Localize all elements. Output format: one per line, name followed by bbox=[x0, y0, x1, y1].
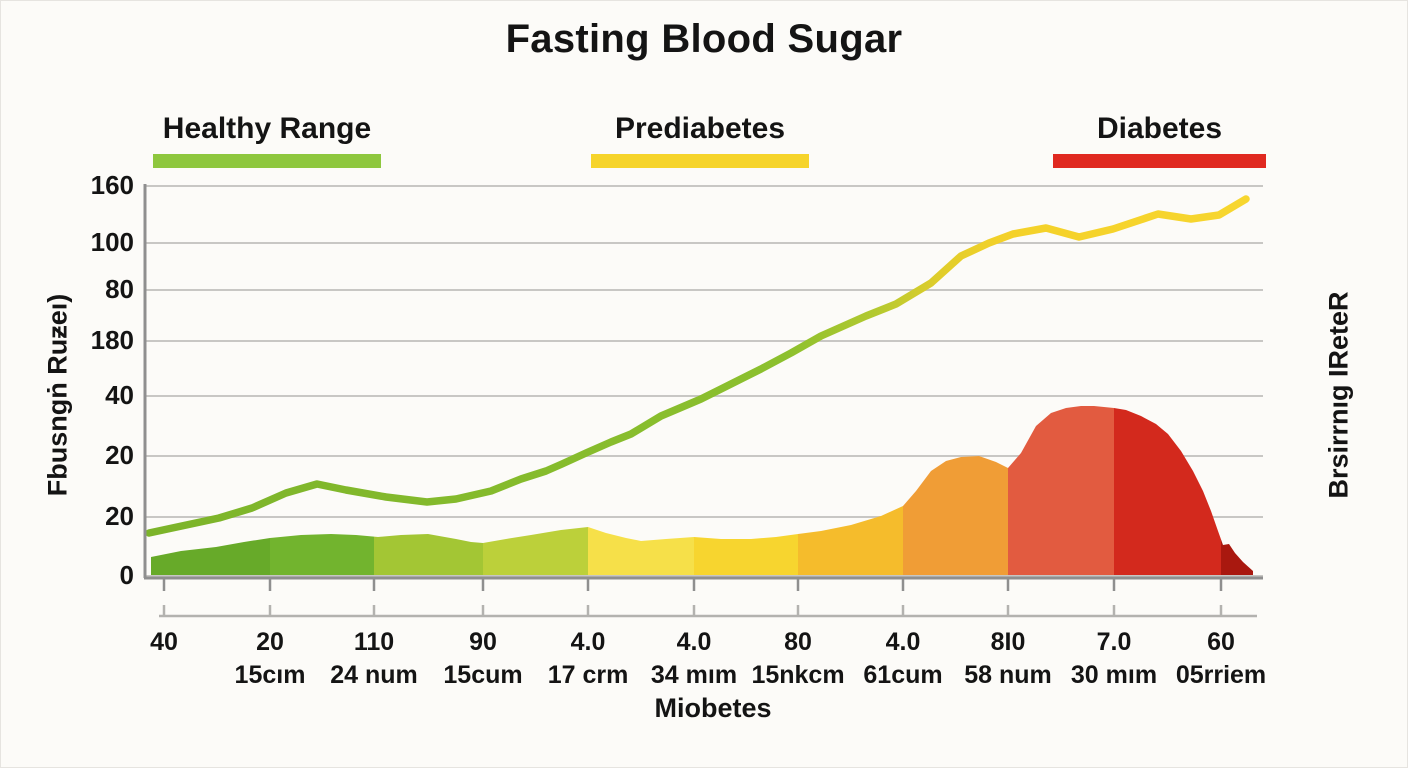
x-sub-tick-label: 30 mım bbox=[1070, 661, 1158, 689]
x-tick-label: 8I0 bbox=[990, 628, 1026, 656]
x-tick-label: 40 bbox=[150, 628, 178, 656]
area-segment bbox=[798, 506, 903, 575]
x-axis-title: Miobetes bbox=[654, 693, 772, 723]
area-segment bbox=[694, 534, 798, 575]
x-tick-label: 90 bbox=[469, 628, 497, 656]
area-segment bbox=[483, 527, 588, 575]
y-tick-label: 20 bbox=[105, 501, 134, 531]
x-sub-tick-label: 34 mım bbox=[650, 661, 738, 689]
x-sub-tick-label: 17 crm bbox=[547, 661, 629, 689]
y-tick-label: 160 bbox=[90, 170, 134, 200]
area-segment bbox=[588, 527, 694, 575]
x-tick-label: 60 bbox=[1207, 628, 1235, 656]
area-segment bbox=[151, 538, 270, 575]
x-sub-tick-label: 61cum bbox=[863, 661, 943, 689]
legend-swatch-prediabetes bbox=[591, 154, 809, 168]
x-tick-label: 4.0 bbox=[885, 628, 921, 656]
legend-swatch-healthy bbox=[153, 154, 381, 168]
legend-label-healthy: Healthy Range bbox=[162, 112, 372, 145]
area-segment bbox=[1008, 406, 1114, 575]
y-tick-label: 0 bbox=[119, 560, 134, 590]
x-tick-label: 7.0 bbox=[1096, 628, 1132, 656]
y-tick-label: 100 bbox=[90, 227, 134, 257]
area-segment bbox=[1221, 539, 1253, 575]
area-segment bbox=[374, 534, 483, 575]
x-sub-tick-label: 58 num bbox=[964, 661, 1052, 689]
area-segment bbox=[270, 534, 374, 575]
y-tick-label: 20 bbox=[105, 440, 134, 470]
x-sub-tick-label: 24 num bbox=[330, 661, 418, 689]
y-tick-label: 40 bbox=[105, 380, 134, 410]
x-tick-label: 4.0 bbox=[676, 628, 712, 656]
legend-label-diabetes: Diabetes bbox=[1096, 112, 1223, 145]
area-segment bbox=[1114, 408, 1221, 575]
x-sub-tick-label: 15cım bbox=[234, 661, 306, 689]
y-tick-label: 80 bbox=[105, 274, 134, 304]
chart-title: Fasting Blood Sugar bbox=[505, 17, 903, 61]
legend-swatch-diabetes bbox=[1053, 154, 1266, 168]
trend-line bbox=[145, 195, 1250, 537]
x-tick-label: 110 bbox=[353, 628, 395, 656]
x-tick-label: 80 bbox=[784, 628, 812, 656]
area-segment bbox=[903, 456, 1008, 575]
legend-label-prediabetes: Prediabetes bbox=[614, 112, 786, 145]
x-sub-tick-label: 05rriem bbox=[1175, 661, 1267, 689]
legend-item-prediabetes: Prediabetes bbox=[591, 111, 809, 168]
legend-item-diabetes: Diabetes bbox=[1053, 111, 1266, 168]
legend-item-healthy: Healthy Range bbox=[153, 111, 381, 168]
x-tick-label: 20 bbox=[256, 628, 284, 656]
x-sub-tick-label: 15cum bbox=[443, 661, 523, 689]
x-tick-label: 4.0 bbox=[570, 628, 606, 656]
x-sub-tick-label: 15nkcm bbox=[751, 661, 845, 689]
y-tick-label: 180 bbox=[90, 325, 134, 355]
